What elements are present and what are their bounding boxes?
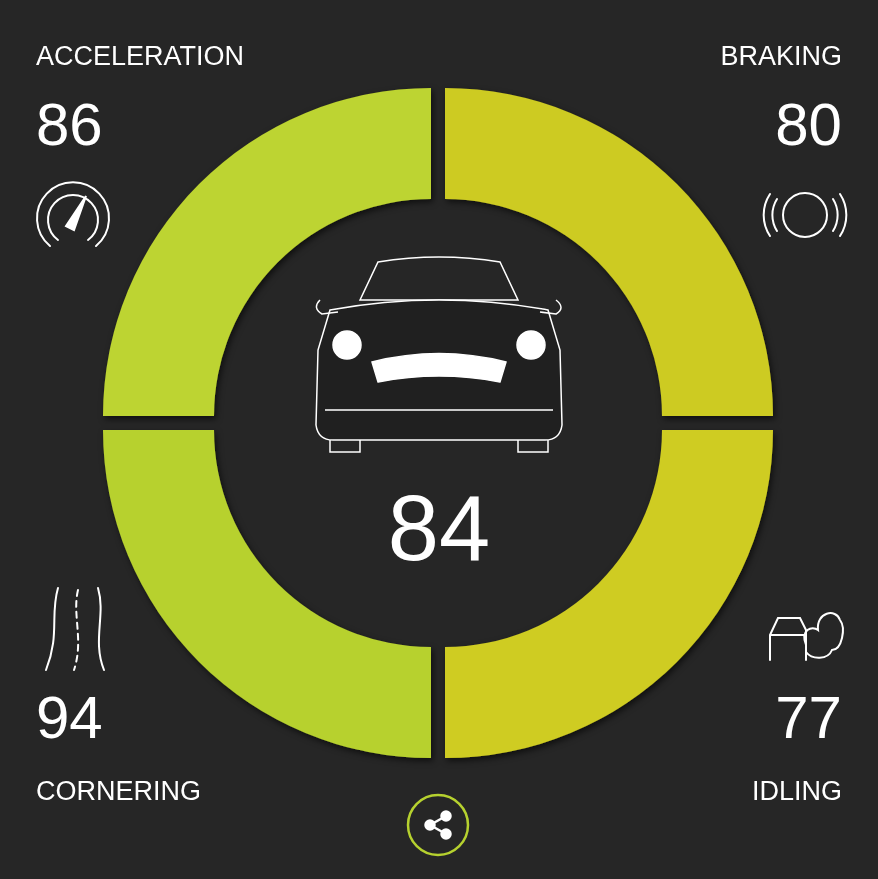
- category-label: ACCELERATION: [36, 41, 244, 71]
- value-label: 94: [36, 684, 103, 751]
- score-label: 84: [388, 477, 490, 579]
- car-mirrors: [316, 300, 561, 314]
- quadrant: [445, 430, 773, 758]
- brake-icon: [783, 193, 827, 237]
- category-label: IDLING: [752, 776, 842, 806]
- car-bumper: [325, 410, 553, 452]
- speedometer-needle: [66, 196, 86, 230]
- car-roof: [360, 257, 518, 300]
- idling-icon: [770, 618, 806, 660]
- brake-icon: [772, 199, 837, 231]
- car-icon: [316, 257, 562, 452]
- share-icon: [426, 812, 451, 839]
- value-label: 80: [775, 91, 842, 158]
- car-grille: [372, 354, 506, 383]
- brake-icon: [764, 194, 847, 236]
- share-dot: [426, 821, 435, 830]
- road-icon: [46, 588, 104, 670]
- car-headlight: [333, 331, 361, 359]
- road-icon: [74, 590, 78, 670]
- speedometer-icon: [48, 195, 98, 240]
- car-headlight: [517, 331, 545, 359]
- share-dot: [442, 830, 451, 839]
- category-label: BRAKING: [720, 41, 842, 71]
- value-label: 86: [36, 91, 103, 158]
- category-label: CORNERING: [36, 776, 201, 806]
- share-button[interactable]: [408, 795, 468, 855]
- smoke-icon: [804, 613, 842, 658]
- share-dot: [442, 812, 451, 821]
- ring: [103, 88, 773, 758]
- value-label: 77: [775, 684, 842, 751]
- chart-canvas: ACCELERATION 86 BRAKING 80 CORNERING 94 IDLING…: [0, 0, 878, 879]
- quadrant: [103, 430, 431, 758]
- car-body: [316, 300, 562, 440]
- speedometer-icon: [37, 182, 109, 246]
- background: [0, 0, 878, 879]
